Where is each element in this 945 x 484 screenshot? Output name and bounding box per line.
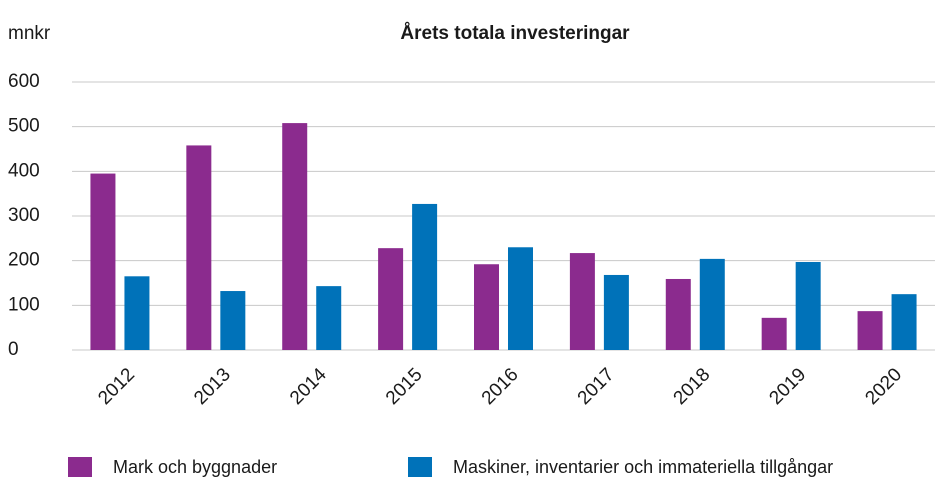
bar [603, 274, 629, 350]
chart-title: Årets totala investeringar [400, 23, 630, 44]
x-tick-label: 2020 [861, 364, 906, 409]
bar [282, 123, 308, 351]
bar [508, 247, 533, 350]
bar [569, 253, 595, 350]
x-tick-label: 2014 [286, 364, 331, 409]
bar [474, 264, 499, 350]
bar [412, 203, 438, 350]
bar [220, 291, 246, 350]
legend-swatch [408, 457, 432, 477]
legend-swatch [68, 457, 92, 477]
x-tick-label: 2018 [670, 364, 715, 409]
x-tick-label: 2019 [766, 364, 811, 409]
y-tick-label: 100 [8, 294, 40, 315]
bar [795, 262, 821, 350]
bar [761, 317, 787, 350]
bar [90, 173, 116, 350]
y-tick-label: 200 [8, 250, 40, 271]
bar [699, 258, 725, 350]
y-tick-label: 0 [8, 339, 19, 360]
bar [124, 276, 150, 350]
bar [665, 278, 691, 350]
bar [891, 294, 917, 350]
x-tick-label: 2015 [382, 364, 427, 409]
bar [316, 286, 342, 350]
bar [186, 145, 212, 350]
bar [378, 248, 404, 350]
x-tick-label: 2013 [190, 364, 235, 409]
x-tick-label: 2012 [94, 364, 139, 409]
legend-label: Maskiner, inventarier och immateriella t… [453, 457, 833, 477]
x-tick-label: 2017 [574, 364, 619, 409]
y-tick-label: 600 [8, 71, 40, 92]
y-tick-label: 400 [8, 160, 40, 181]
y-tick-label: 500 [8, 116, 40, 137]
legend-label: Mark och byggnader [113, 457, 277, 477]
y-tick-label: 300 [8, 205, 40, 226]
bar [857, 311, 883, 350]
y-axis-label: mnkr [8, 23, 51, 44]
x-tick-label: 2016 [478, 364, 523, 409]
